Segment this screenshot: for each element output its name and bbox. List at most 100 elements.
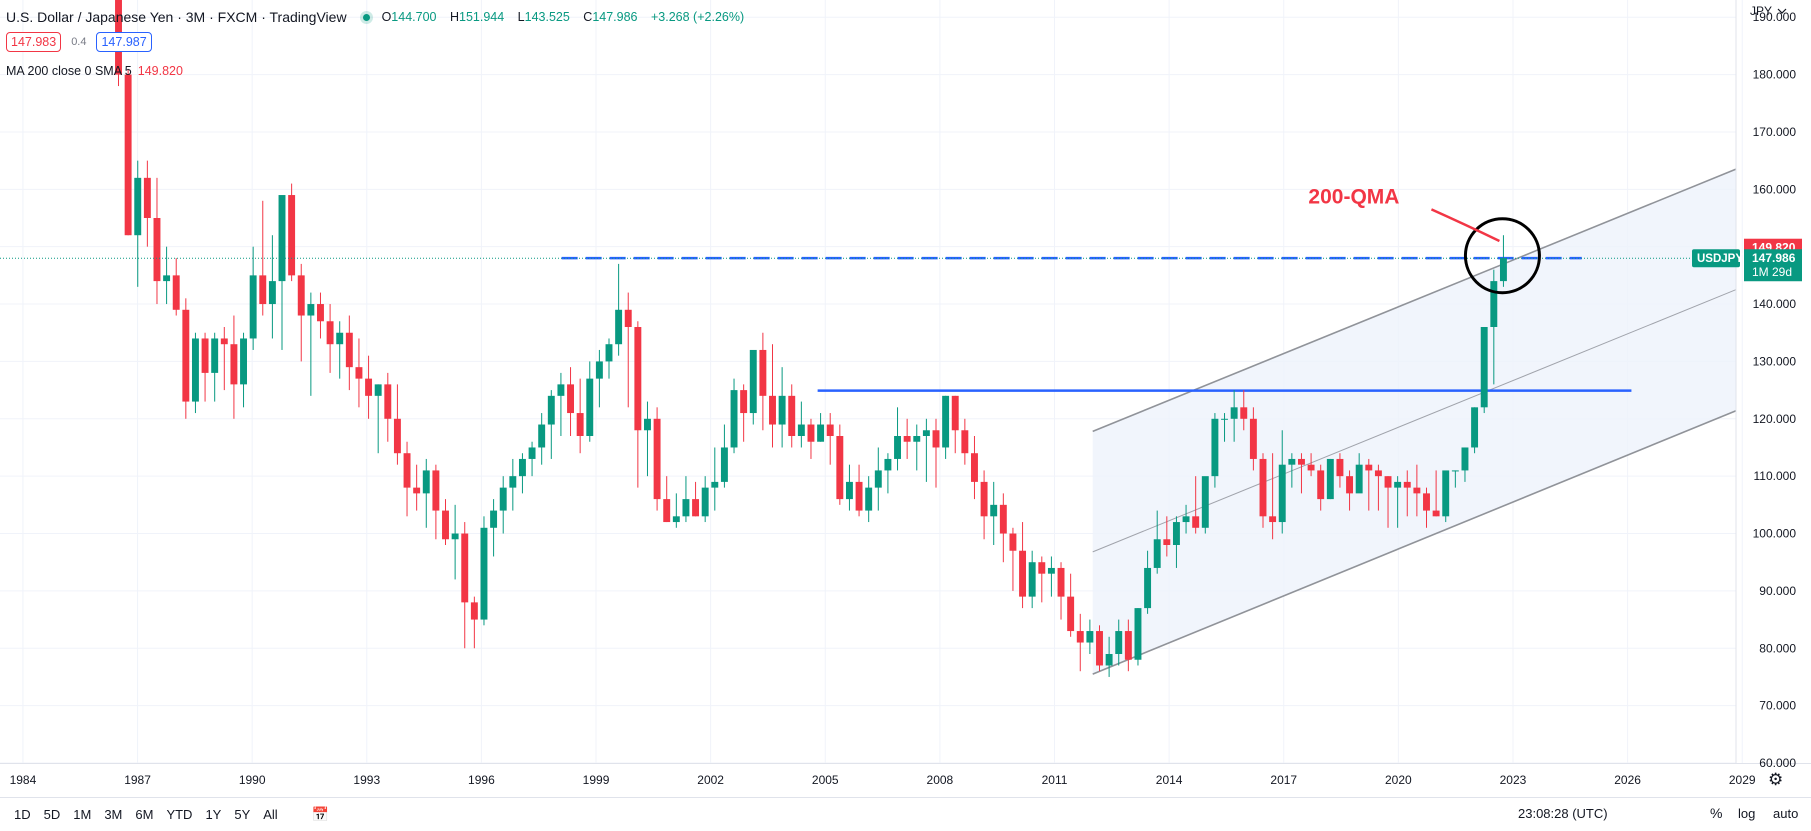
candle	[1086, 619, 1094, 654]
candle-body	[355, 367, 363, 379]
candle	[1480, 327, 1488, 414]
candle	[1307, 453, 1315, 477]
symbol-title[interactable]: U.S. Dollar / Japanese Yen · 3M · FXCM ·…	[6, 9, 347, 25]
timeframe-button-1d[interactable]: 1D	[14, 807, 31, 822]
timeframe-button-all[interactable]: All	[263, 807, 278, 822]
candle-body	[817, 424, 825, 442]
candle-body	[894, 436, 901, 459]
candle	[1192, 476, 1200, 534]
candle	[249, 246, 257, 350]
candle	[518, 453, 526, 494]
regression-channel[interactable]	[1092, 153, 1777, 675]
candle-body	[1269, 516, 1277, 523]
candle-body	[288, 195, 296, 276]
candle-body	[1211, 418, 1219, 477]
candle	[605, 338, 613, 379]
candle-body	[268, 281, 276, 305]
timeframe-button-5y[interactable]: 5Y	[234, 807, 251, 822]
y-tick-label: 110.000	[1754, 469, 1797, 483]
channel-upper-line[interactable]	[1092, 153, 1777, 433]
gear-icon[interactable]: ⚙	[1768, 770, 1784, 789]
candle-body	[634, 327, 642, 431]
candle-body	[470, 602, 478, 620]
candle-body	[1288, 458, 1296, 465]
candle-body	[1134, 608, 1142, 660]
y-tick-label: 180.000	[1753, 68, 1797, 82]
percent-scale-button[interactable]: %	[1710, 805, 1723, 821]
candle-body	[1172, 522, 1180, 545]
candle	[1124, 619, 1132, 672]
candle	[499, 476, 507, 534]
y-tick-label: 190.000	[1753, 10, 1797, 24]
utc-clock[interactable]: 23:08:28 (UTC)	[1518, 806, 1608, 821]
candle	[730, 378, 738, 454]
channel-lower-line[interactable]	[1092, 394, 1777, 675]
candle-body	[220, 338, 228, 345]
candle-body	[518, 458, 526, 477]
buy-button[interactable]: 147.987	[96, 32, 152, 52]
highlight-circle[interactable]	[1463, 217, 1541, 295]
candle-body	[730, 390, 738, 448]
candle-body	[557, 384, 565, 396]
candle-body	[1038, 562, 1046, 574]
candle-body	[586, 378, 594, 436]
candle	[326, 304, 334, 373]
candle	[826, 413, 834, 465]
timeframe-button-ytd[interactable]: YTD	[166, 807, 193, 822]
timeframe-button-5d[interactable]: 5D	[43, 807, 61, 822]
candle	[797, 401, 805, 448]
candle-body	[1365, 464, 1373, 471]
timeframe-button-3m[interactable]: 3M	[104, 807, 123, 822]
indicator-legend[interactable]: MA 200 close 0 SMA 5 149.820	[6, 64, 183, 78]
candle	[509, 458, 517, 511]
calendar-icon[interactable]: 📅	[311, 806, 330, 822]
candle-body	[672, 516, 680, 523]
candle	[153, 177, 161, 305]
candle	[201, 332, 209, 402]
candle-body	[615, 309, 623, 345]
candle	[672, 493, 680, 528]
timeframe-button-1m[interactable]: 1M	[73, 807, 92, 822]
candle-body	[124, 74, 132, 236]
candle-body	[1240, 407, 1248, 419]
candle	[1394, 476, 1402, 528]
candle	[191, 332, 199, 414]
candle	[432, 464, 440, 540]
candle	[951, 395, 959, 454]
last-price-tag	[1744, 249, 1802, 282]
timeframe-button-1y[interactable]: 1Y	[205, 807, 222, 822]
candle-body	[884, 458, 892, 471]
candle	[855, 464, 863, 517]
x-tick-label: 2008	[927, 773, 954, 787]
y-tick-label: 80.000	[1759, 641, 1796, 655]
candle	[557, 372, 565, 436]
candle	[922, 418, 930, 482]
candle-body	[1471, 407, 1479, 448]
candle-body	[605, 344, 613, 362]
candle	[903, 418, 911, 459]
price-axis[interactable]: 60.000 70.000 80.000 90.000 100.000 110.000 12…	[1750, 4, 1796, 770]
candle-body	[538, 424, 546, 448]
annotation-label[interactable]: 200-QMA	[1308, 186, 1399, 209]
candle	[278, 195, 286, 350]
candle-body	[1182, 516, 1190, 523]
chevron-down-icon[interactable]	[1777, 8, 1787, 14]
annotation-group[interactable]: 200-QMA	[1308, 186, 1541, 295]
candle-body	[1028, 562, 1036, 597]
candle	[884, 453, 892, 494]
candle	[720, 424, 728, 488]
candle-body	[509, 476, 517, 488]
auto-scale-button[interactable]: auto	[1773, 806, 1799, 821]
sell-button[interactable]: 147.983	[6, 32, 62, 52]
candle-body	[384, 384, 392, 419]
time-axis[interactable]: 1984 1987 1990 1993 1996 1999 2002 2005 2008 2011…	[10, 773, 1756, 787]
timeframe-button-6m[interactable]: 6M	[135, 807, 154, 822]
candle	[1490, 269, 1498, 385]
candle	[817, 413, 825, 442]
log-scale-button[interactable]: log	[1738, 806, 1756, 821]
candle-body	[595, 361, 603, 379]
candle-body	[1394, 481, 1402, 488]
candle	[711, 447, 719, 511]
annotation-arrow[interactable]	[1430, 208, 1500, 243]
candle-body	[961, 430, 969, 454]
